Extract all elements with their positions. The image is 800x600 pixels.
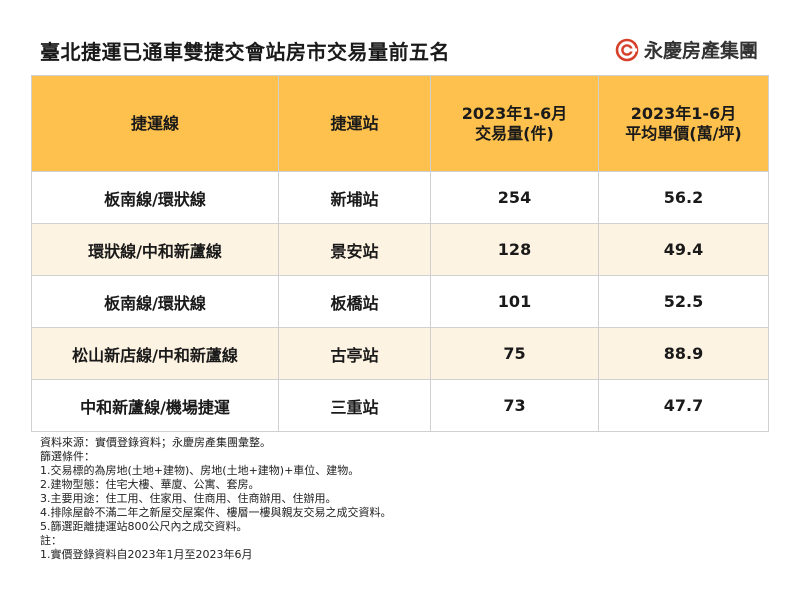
table-row: 松山新店線/中和新蘆線 古亭站 75 88.9 <box>31 327 769 380</box>
filter-item: 2.建物型態：住宅大樓、華廈、公寓、套房。 <box>40 478 260 491</box>
header-line: 捷運線 <box>31 75 279 172</box>
footnotes: 資料來源：實價登錄資料；永慶房產集團彙整。 篩選條件： 1.交易標的為房地(土地… <box>40 436 392 562</box>
table-row: 板南線/環狀線 新埔站 254 56.2 <box>31 171 769 224</box>
cell-line: 中和新蘆線/機場捷運 <box>31 379 279 432</box>
cell-line: 板南線/環狀線 <box>31 171 279 224</box>
filter-item: 3.主要用途：住工用、住家用、住商用、住商辦用、住辦用。 <box>40 492 337 505</box>
cell-line: 松山新店線/中和新蘆線 <box>31 327 279 380</box>
cell-station: 三重站 <box>278 379 431 432</box>
header-station-label: 捷運站 <box>330 113 379 133</box>
cell-volume: 73 <box>430 379 599 432</box>
filter-heading: 篩選條件： <box>40 450 95 463</box>
header-volume-label: 交易量(件) <box>475 123 554 143</box>
data-table: 捷運線 捷運站 2023年1-6月 交易量(件) 2023年1-6月 平均單價(… <box>31 75 769 432</box>
remark-heading: 註： <box>40 534 62 547</box>
page-title: 臺北捷運已通車雙捷交會站房市交易量前五名 <box>40 40 450 64</box>
cell-price: 49.4 <box>598 223 769 276</box>
cell-station: 板橋站 <box>278 275 431 328</box>
filter-item: 5.篩選距離捷運站800公尺內之成交資料。 <box>40 520 248 533</box>
cell-price: 47.7 <box>598 379 769 432</box>
header-volume-period: 2023年1-6月 <box>461 103 568 123</box>
cell-price: 56.2 <box>598 171 769 224</box>
cell-station: 古亭站 <box>278 327 431 380</box>
cell-volume: 254 <box>430 171 599 224</box>
cell-line: 板南線/環狀線 <box>31 275 279 328</box>
table-row: 板南線/環狀線 板橋站 101 52.5 <box>31 275 769 328</box>
table-row: 中和新蘆線/機場捷運 三重站 73 47.7 <box>31 379 769 432</box>
filter-item: 1.交易標的為房地(土地+建物)、房地(土地+建物)+車位、建物。 <box>40 464 360 477</box>
source-note: 資料來源：實價登錄資料；永慶房產集團彙整。 <box>40 436 271 449</box>
table-header-row: 捷運線 捷運站 2023年1-6月 交易量(件) 2023年1-6月 平均單價(… <box>31 75 769 172</box>
remark-item: 1.實價登錄資料自2023年1月至2023年6月 <box>40 548 253 561</box>
header-price: 2023年1-6月 平均單價(萬/坪) <box>598 75 769 172</box>
header-volume: 2023年1-6月 交易量(件) <box>430 75 599 172</box>
brand-logo: 永慶房產集團 <box>615 36 758 63</box>
brand-name: 永慶房產集團 <box>643 40 758 62</box>
cell-price: 88.9 <box>598 327 769 380</box>
cell-price: 52.5 <box>598 275 769 328</box>
cell-station: 新埔站 <box>278 171 431 224</box>
cell-volume: 75 <box>430 327 599 380</box>
header-price-period: 2023年1-6月 <box>630 103 737 123</box>
filter-item: 4.排除屋齡不滿二年之新屋交屋案件、樓層一樓與親友交易之成交資料。 <box>40 506 392 519</box>
brand-icon <box>615 38 639 62</box>
table-row: 環狀線/中和新蘆線 景安站 128 49.4 <box>31 223 769 276</box>
cell-line: 環狀線/中和新蘆線 <box>31 223 279 276</box>
header-price-label: 平均單價(萬/坪) <box>625 123 742 143</box>
cell-volume: 101 <box>430 275 599 328</box>
cell-volume: 128 <box>430 223 599 276</box>
header-station: 捷運站 <box>278 75 431 172</box>
cell-station: 景安站 <box>278 223 431 276</box>
header-line-label: 捷運線 <box>130 113 179 133</box>
